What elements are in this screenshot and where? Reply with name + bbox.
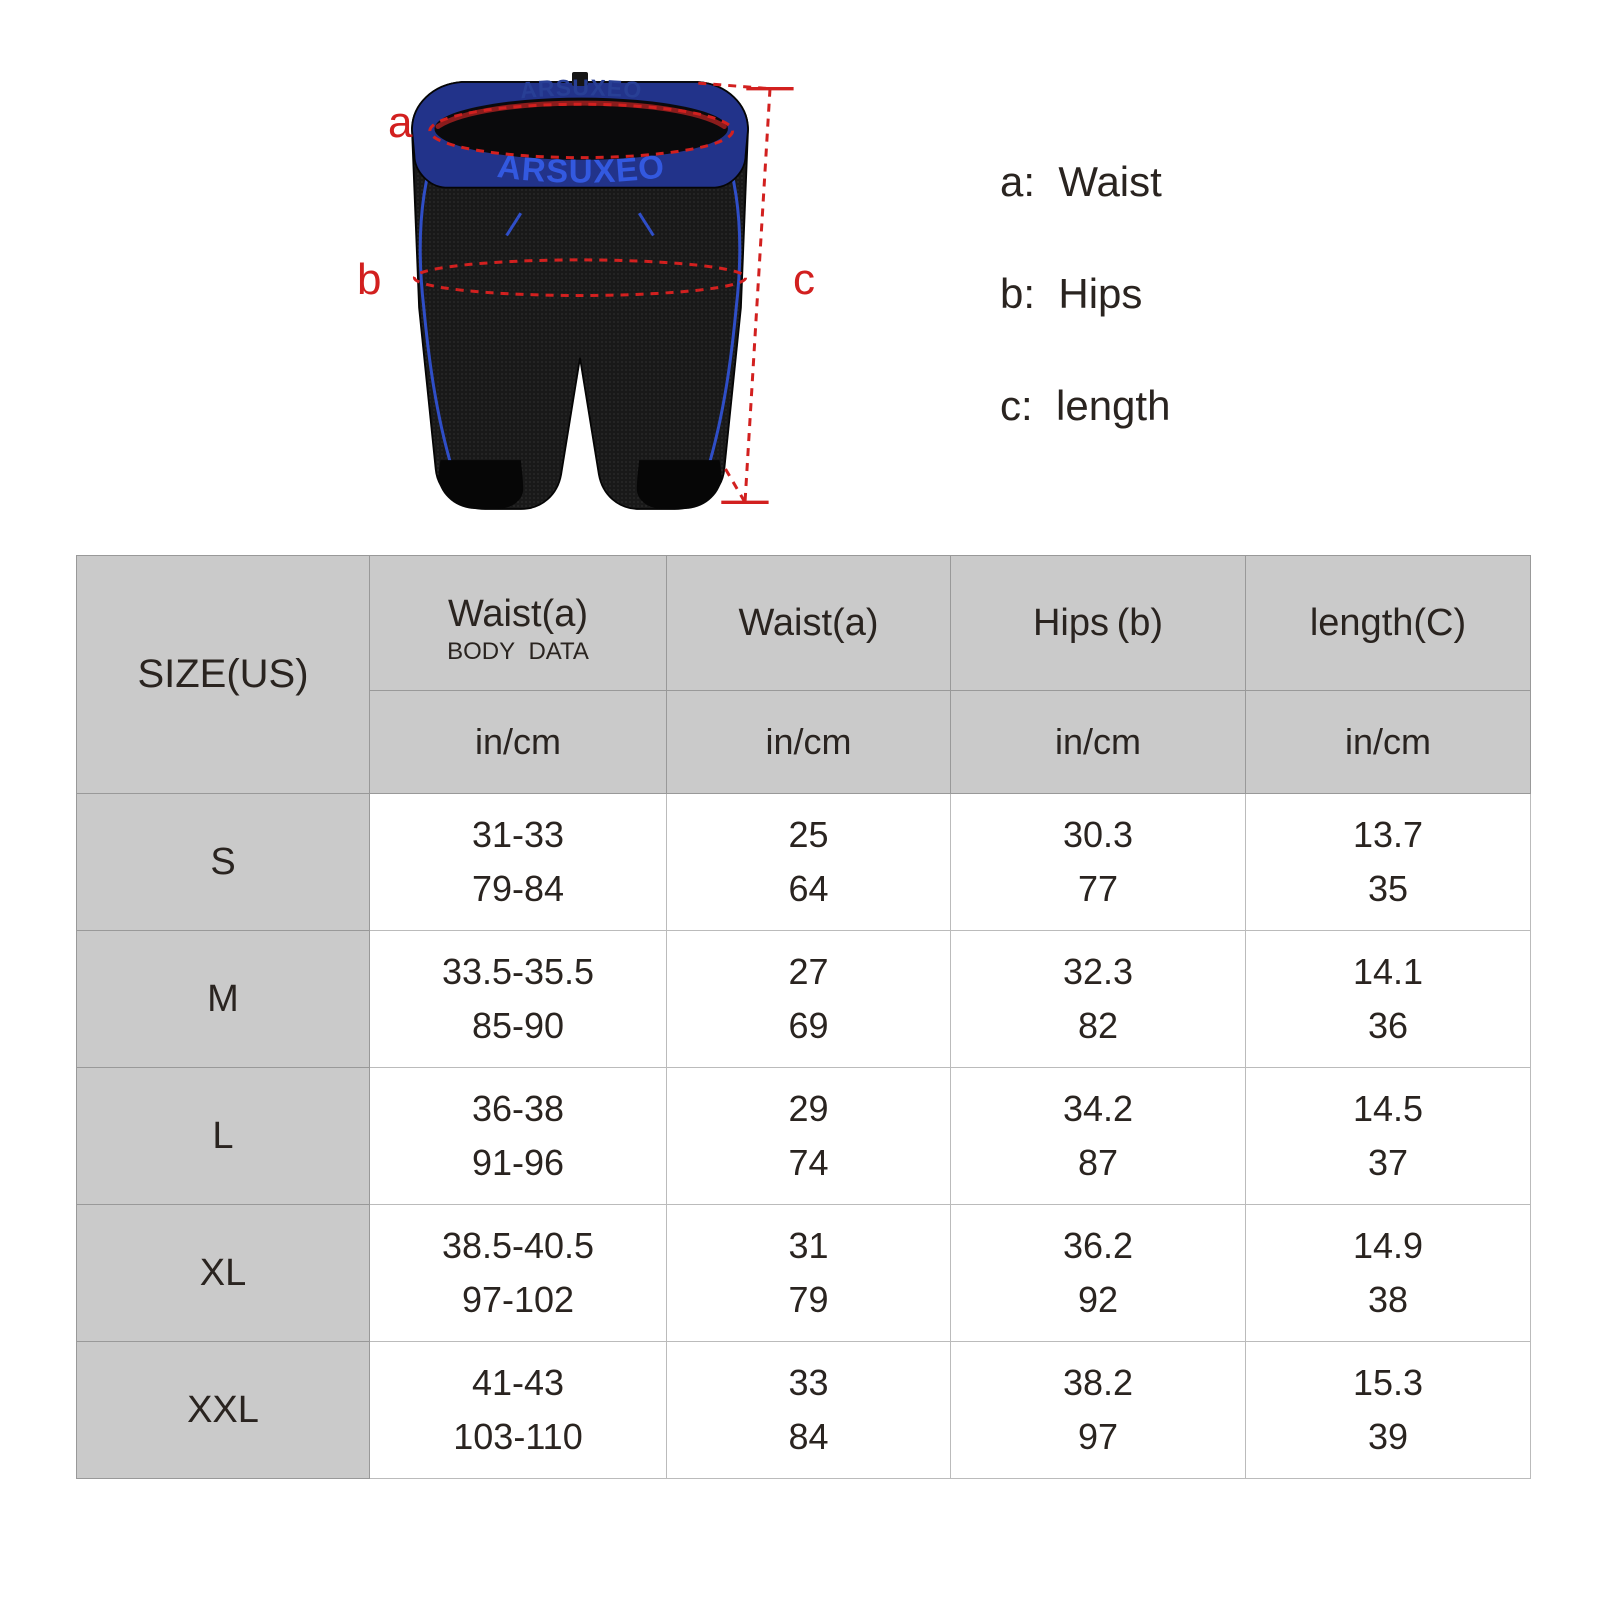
svg-text:ARSUXEO: ARSUXEO bbox=[519, 74, 643, 103]
svg-text:ARSUXEO: ARSUXEO bbox=[495, 147, 667, 190]
